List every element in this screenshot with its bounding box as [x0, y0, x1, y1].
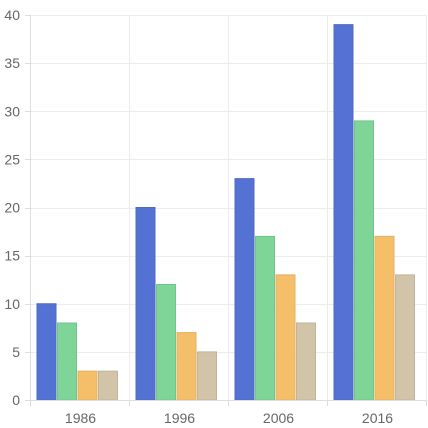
bar-1986-series-3[interactable] — [77, 370, 98, 401]
bar-1986-series-4[interactable] — [98, 370, 118, 401]
y-tick-label: 10 — [4, 296, 20, 312]
y-tick-label: 5 — [12, 344, 20, 360]
y-tick-label: 30 — [4, 103, 20, 119]
bar-2016-series-1[interactable] — [333, 24, 354, 401]
y-tick-label: 0 — [12, 392, 20, 408]
bar-1996-series-2[interactable] — [156, 284, 176, 401]
bar-2006-series-4[interactable] — [296, 322, 316, 401]
bar-2016-series-3[interactable] — [374, 235, 395, 401]
y-axis-tick-labels: 0 5 10 15 20 25 30 35 40 — [4, 7, 20, 408]
bars-group — [36, 24, 415, 401]
bar-2006-series-3[interactable] — [275, 274, 296, 401]
x-tick-label: 1986 — [65, 410, 96, 426]
bar-1996-series-1[interactable] — [135, 207, 156, 401]
bar-2016-series-4[interactable] — [395, 274, 415, 401]
x-tick-label: 2016 — [362, 410, 393, 426]
bar-1986-series-2[interactable] — [57, 322, 77, 401]
x-tick-label: 1996 — [164, 410, 195, 426]
bar-1986-series-1[interactable] — [36, 303, 57, 401]
x-tick-label: 2006 — [263, 410, 294, 426]
y-tick-label: 15 — [4, 248, 20, 264]
y-tick-label: 35 — [4, 55, 20, 71]
bar-2006-series-2[interactable] — [255, 235, 275, 401]
bar-1996-series-4[interactable] — [197, 351, 217, 401]
bar-2016-series-2[interactable] — [354, 120, 374, 401]
y-tick-label: 40 — [4, 7, 20, 23]
y-tick-label: 25 — [4, 151, 20, 167]
bar-2006-series-1[interactable] — [234, 178, 255, 401]
axes — [25, 15, 427, 406]
x-axis-tick-labels: 1986 1996 2006 2016 — [65, 410, 393, 426]
bar-1996-series-3[interactable] — [176, 332, 197, 401]
grid-lines — [31, 15, 427, 400]
y-tick-label: 20 — [4, 200, 20, 216]
